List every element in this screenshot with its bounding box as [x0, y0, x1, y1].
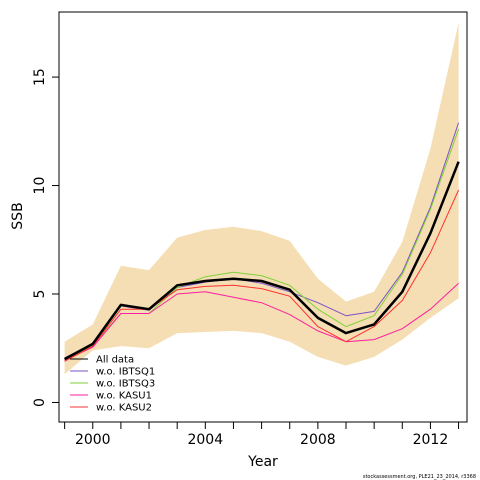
series-line-w-o-kasu2	[64, 189, 460, 362]
x-tick-label-2004: 2004	[187, 432, 223, 448]
legend-label-w-o-kasu2: w.o. KASU2	[96, 403, 152, 414]
series-lines-layer	[64, 122, 460, 362]
x-tick-label-2012: 2012	[413, 432, 449, 448]
y-tick-label-10: 10	[32, 177, 48, 195]
y-axis: 0 5 10 15	[32, 68, 60, 407]
legend-label-w-o-ibtsq1: w.o. IBTSQ1	[96, 367, 155, 378]
x-tick-label-2000: 2000	[75, 432, 111, 448]
y-tick-label-15: 15	[32, 68, 48, 86]
y-tick-label-5: 5	[32, 290, 48, 299]
series-line-all-data	[64, 161, 460, 361]
series-line-w-o-kasu1	[64, 282, 459, 361]
confidence-band	[64, 22, 459, 375]
x-axis: 2000 2004 2008 2012	[64, 421, 460, 448]
x-tick-label-2008: 2008	[300, 432, 336, 448]
legend-label-w-o-kasu1: w.o. KASU1	[96, 391, 152, 402]
confidence-band-layer	[64, 22, 459, 375]
y-axis-title: SSB	[10, 202, 26, 229]
y-tick-label-0: 0	[32, 398, 48, 407]
footnote: stockassessment.org, PLE21_23_2014, r336…	[363, 474, 476, 480]
x-axis-title: Year	[247, 454, 278, 470]
legend-label-all-data: All data	[96, 355, 134, 366]
legend-label-w-o-ibtsq3: w.o. IBTSQ3	[96, 379, 155, 390]
